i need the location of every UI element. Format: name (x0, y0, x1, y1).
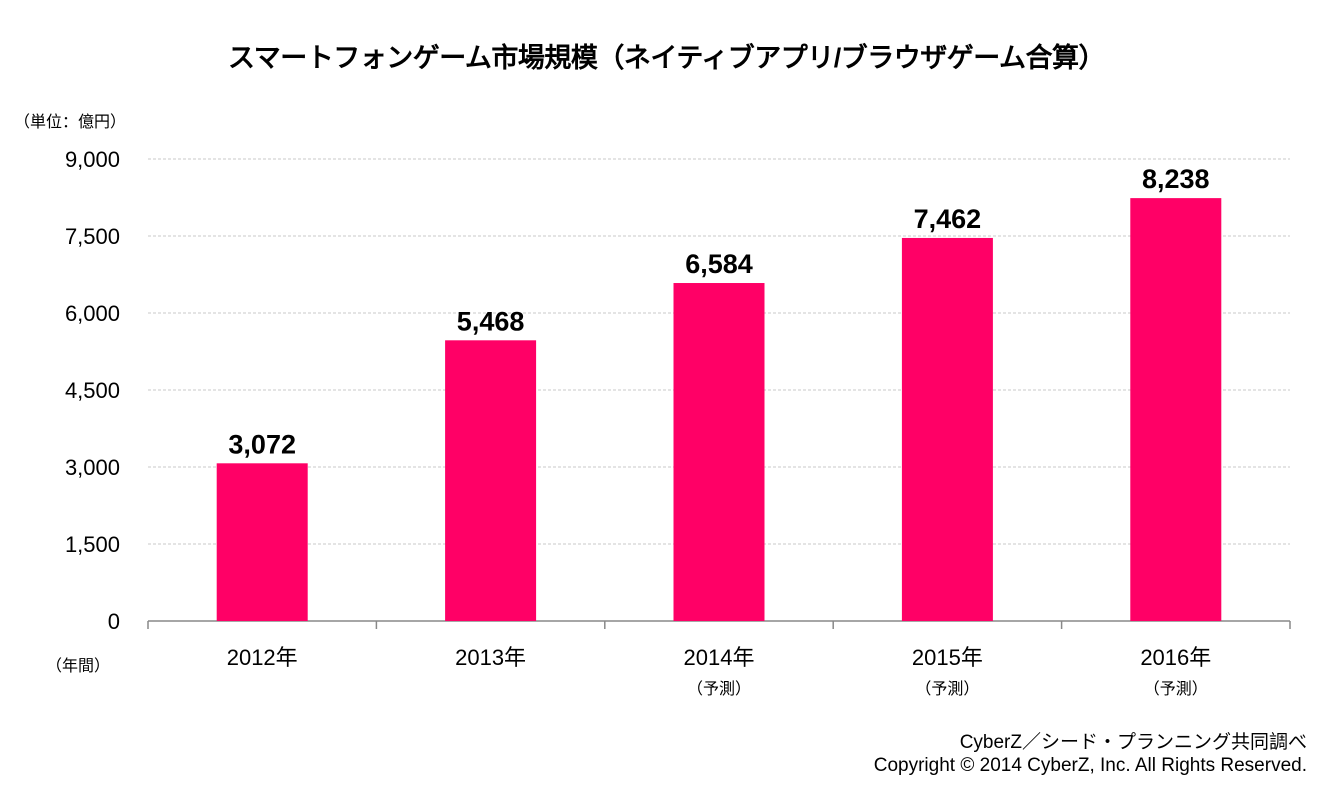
y-tick-label: 4,500 (65, 378, 120, 403)
data-label: 3,072 (228, 429, 296, 459)
data-label: 5,468 (457, 306, 525, 336)
y-tick-label: 9,000 (65, 147, 120, 172)
bar (673, 283, 765, 621)
chart-title: スマートフォンゲーム市場規模（ネイティブアプリ/ブラウザゲーム合算） (228, 43, 1105, 73)
x-tick-label: 2013年 (455, 645, 526, 670)
source-note: CyberZ／シード・プランニング共同調べ (959, 732, 1307, 753)
copyright-note: Copyright © 2014 CyberZ, Inc. All Rights… (873, 755, 1307, 776)
x-axis-unit-label: （年間） (46, 658, 111, 675)
y-tick-label: 3,000 (65, 455, 120, 480)
bar (445, 340, 537, 621)
data-label: 6,584 (685, 249, 753, 279)
bar (901, 237, 993, 621)
y-tick-label: 1,500 (65, 532, 120, 557)
x-tick-label: 2012年 (227, 645, 298, 670)
y-tick-label: 7,500 (65, 224, 120, 249)
y-tick-label: 0 (108, 609, 120, 634)
bar (1130, 198, 1222, 621)
x-tick-note: （予測） (915, 680, 979, 698)
bar (216, 463, 308, 621)
x-tick-label: 2016年 (1140, 645, 1211, 670)
data-label: 8,238 (1142, 164, 1210, 194)
x-tick-label: 2014年 (684, 645, 755, 670)
y-tick-label: 6,000 (65, 301, 120, 326)
x-tick-note: （予測） (687, 680, 751, 698)
x-tick-note: （予測） (1144, 680, 1208, 698)
data-label: 7,462 (914, 204, 982, 234)
y-axis-unit-label: （単位：億円） (14, 114, 127, 131)
x-tick-label: 2015年 (912, 645, 983, 670)
